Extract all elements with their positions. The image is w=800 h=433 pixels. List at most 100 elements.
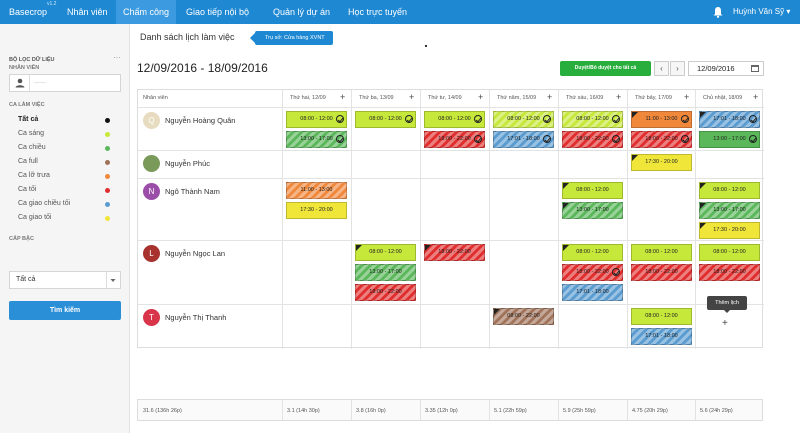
approve-all-button[interactable]: Duyệt/Bỏ duyệt cho tất cả — [560, 61, 651, 76]
employee-search[interactable] — [9, 74, 121, 92]
date-picker-value: 12/09/2016 — [697, 64, 735, 73]
shift-filter-lunch[interactable]: Ca lỡ trưa — [18, 172, 110, 182]
shift-time: 18:00 - 22:00 — [438, 136, 471, 142]
shift-block[interactable]: 08:00 - 12:00 — [562, 182, 623, 199]
day-header: Thứ sáu, 16/09 — [566, 95, 604, 101]
shift-block[interactable]: 17:01 - 18:00 — [699, 111, 760, 128]
grid-vline — [558, 90, 559, 349]
shift-block[interactable]: 18:00 - 22:00 — [631, 264, 692, 281]
add-day-button[interactable]: + — [753, 92, 759, 102]
shift-block[interactable]: 13:00 - 17:00 — [699, 131, 760, 148]
shift-block[interactable]: 11:00 - 13:00 — [286, 182, 347, 199]
add-day-button[interactable]: + — [616, 92, 622, 102]
filter-sidebar: BỘ LỌC DỮ LIỆU ··· NHÂN VIÊN CA LÀM VIỆC… — [0, 24, 130, 433]
shift-filter-afternoon[interactable]: Ca chiều — [18, 144, 110, 154]
branch-badge[interactable]: Trụ sở: Cửa hàng XVNT — [250, 31, 333, 45]
shift-block[interactable]: 08:00 - 12:00 — [286, 111, 347, 128]
check-circle-icon[interactable] — [543, 115, 551, 123]
shift-block[interactable]: 17:30 - 20:00 — [699, 222, 760, 239]
shift-block[interactable]: 08:00 - 12:00 — [631, 308, 692, 325]
shift-block[interactable]: 18:00 - 22:00 — [562, 131, 623, 148]
check-circle-icon[interactable] — [336, 115, 344, 123]
add-day-button[interactable]: + — [340, 92, 346, 102]
shift-block[interactable]: 08:00 - 12:00 — [699, 182, 760, 199]
shift-block[interactable]: 13:00 - 17:00 — [355, 264, 416, 281]
user-menu[interactable]: Huỳnh Văn Sỹ ▾ — [733, 7, 790, 16]
shift-block[interactable]: 18:00 - 22:00 — [424, 244, 485, 261]
level-select[interactable]: Tất cả — [9, 271, 121, 289]
shift-block[interactable]: 17:30 - 20:00 — [286, 202, 347, 219]
check-circle-icon[interactable] — [749, 135, 757, 143]
shift-color-dot — [105, 132, 110, 137]
shift-block[interactable]: 08:00 - 12:00 — [424, 111, 485, 128]
shift-block[interactable]: 18:00 - 22:00 — [699, 264, 760, 281]
shift-block[interactable]: 17:01 - 18:00 — [631, 328, 692, 345]
add-day-button[interactable]: + — [409, 92, 415, 102]
more-icon[interactable]: ··· — [113, 53, 121, 62]
shift-filter-evening[interactable]: Ca tối — [18, 186, 110, 196]
shift-filter-morning[interactable]: Ca sáng — [18, 130, 110, 140]
employee-column-header: Nhân viên — [143, 95, 168, 101]
check-circle-icon[interactable] — [543, 135, 551, 143]
shift-block[interactable]: 17:01 - 18:00 — [493, 131, 554, 148]
shift-filter-label: Ca full — [18, 158, 38, 165]
check-circle-icon[interactable] — [612, 268, 620, 276]
nav-cham-cong[interactable]: Chấm công — [116, 0, 177, 24]
shift-block[interactable]: 18:00 - 22:00 — [355, 284, 416, 301]
check-circle-icon[interactable] — [405, 115, 413, 123]
shift-block[interactable]: 18:00 - 22:00 — [424, 131, 485, 148]
shift-block[interactable]: 08:00 - 12:00 — [631, 244, 692, 261]
add-day-button[interactable]: + — [547, 92, 553, 102]
flag-icon — [700, 203, 706, 209]
prev-week-button[interactable]: ‹ — [654, 61, 669, 76]
bell-icon[interactable] — [712, 6, 724, 18]
nav-nhan-vien[interactable]: Nhân viên — [67, 7, 108, 17]
shift-block[interactable]: 13:00 - 17:00 — [562, 202, 623, 219]
grid-vline — [695, 90, 696, 349]
brand-logo[interactable]: Basecrop — [9, 7, 48, 17]
shift-filter-handover-night[interactable]: Ca giao tối — [18, 214, 110, 224]
employee-search-input[interactable] — [34, 78, 114, 88]
shift-block[interactable]: 13:00 - 17:00 — [286, 131, 347, 148]
nav-hoc-truc-tuyen[interactable]: Học trực tuyến — [348, 7, 408, 17]
check-circle-icon[interactable] — [681, 135, 689, 143]
nav-quan-ly-du-an[interactable]: Quản lý dự án — [273, 7, 331, 17]
shift-time: 08:00 - 12:00 — [645, 249, 678, 255]
shift-block[interactable]: 11:00 - 13:00 — [631, 111, 692, 128]
shift-block[interactable]: 08:00 - 12:00 — [355, 111, 416, 128]
shift-block[interactable]: 08:00 - 12:00 — [562, 244, 623, 261]
check-circle-icon[interactable] — [474, 135, 482, 143]
check-circle-icon[interactable] — [336, 135, 344, 143]
shift-block[interactable]: 08:00 - 12:00 — [699, 244, 760, 261]
total-cell: 31.6 (136h 26p) — [143, 408, 182, 414]
shift-block[interactable]: 17:30 - 20:00 — [631, 154, 692, 171]
shift-block[interactable]: 18:00 - 22:00 — [631, 131, 692, 148]
shift-block[interactable]: 17:01 - 18:00 — [562, 284, 623, 301]
shift-time: 08:00 - 12:00 — [300, 116, 333, 122]
shift-filter-handover-evening[interactable]: Ca giao chiều tối — [18, 200, 110, 210]
shift-filter-full[interactable]: Ca full — [18, 158, 110, 168]
shift-block[interactable]: 08:00 - 12:00 — [562, 111, 623, 128]
shift-block[interactable]: 08:00 - 22:00 — [493, 308, 554, 325]
search-button[interactable]: Tìm kiếm — [9, 301, 121, 320]
shift-block[interactable]: 08:00 - 12:00 — [493, 111, 554, 128]
next-week-button[interactable]: › — [670, 61, 685, 76]
check-circle-icon[interactable] — [612, 135, 620, 143]
shift-block[interactable]: 13:00 - 17:00 — [699, 202, 760, 219]
date-picker[interactable]: 12/09/2016 — [688, 61, 764, 76]
flag-icon — [700, 223, 706, 229]
shift-block[interactable]: 08:00 - 12:00 — [355, 244, 416, 261]
shift-time: 13:00 - 17:00 — [713, 136, 746, 142]
shift-block[interactable]: 18:00 - 22:00 — [562, 264, 623, 281]
shift-filter-label: Ca tối — [18, 186, 37, 193]
nav-giao-tiep[interactable]: Giao tiếp nội bộ — [186, 7, 250, 17]
shift-filter-all[interactable]: Tất cả — [18, 116, 110, 126]
add-day-button[interactable]: + — [478, 92, 484, 102]
check-circle-icon[interactable] — [749, 115, 757, 123]
add-schedule-button[interactable]: + — [722, 318, 728, 329]
check-circle-icon[interactable] — [474, 115, 482, 123]
check-circle-icon[interactable] — [681, 115, 689, 123]
add-day-button[interactable]: + — [684, 92, 690, 102]
check-circle-icon[interactable] — [612, 115, 620, 123]
shift-time: 18:00 - 22:00 — [645, 136, 678, 142]
